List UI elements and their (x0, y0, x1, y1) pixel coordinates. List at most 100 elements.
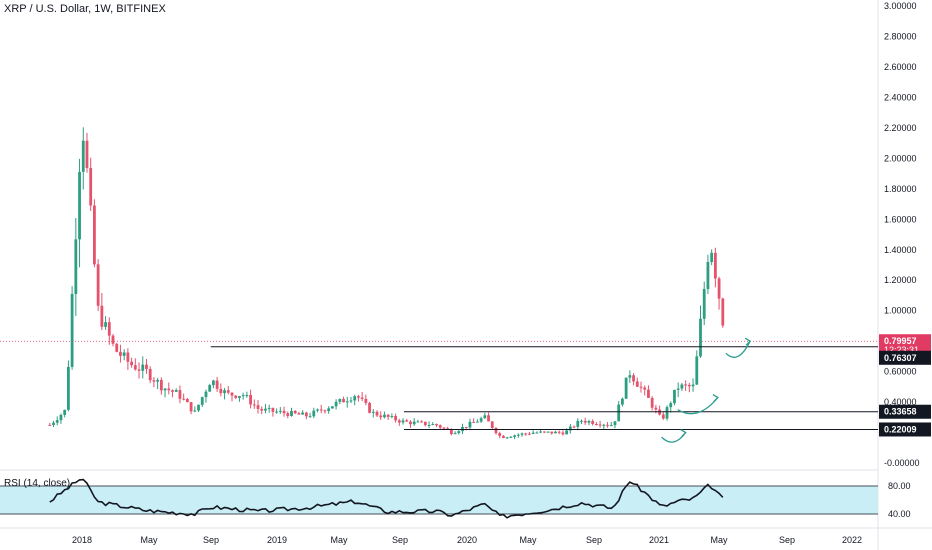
candle-body (643, 387, 647, 390)
candle-body (364, 398, 368, 403)
candle-body (431, 424, 435, 426)
candle-body (360, 397, 364, 399)
price-tick-label: 2.60000 (884, 62, 917, 72)
price-badge-value: 0.76307 (884, 353, 917, 363)
candle-body (713, 252, 717, 279)
candle-body (230, 392, 234, 396)
candle-body (212, 380, 215, 386)
candle-body (286, 413, 290, 416)
candle-body (654, 407, 658, 410)
candle-body (386, 414, 390, 417)
candle-body (416, 421, 420, 423)
candle-body (252, 404, 256, 406)
candle-body (130, 361, 134, 366)
candle-body (535, 432, 539, 434)
candle-body (457, 431, 461, 434)
time-tick-label: Sep (586, 535, 602, 545)
price-tick-label: -0.00000 (884, 458, 920, 468)
candle-body (475, 421, 479, 423)
candle-body (665, 407, 669, 419)
candle-body (297, 413, 301, 415)
candle-body (494, 427, 498, 434)
candle-body (509, 436, 513, 438)
candle-body (550, 431, 554, 434)
candle-body (275, 411, 279, 413)
candle-body (379, 415, 383, 418)
candle-body (587, 421, 591, 423)
candle-body (699, 318, 702, 357)
annotation-arrow (725, 340, 751, 358)
candle-body (368, 402, 371, 413)
candle-body (498, 433, 502, 436)
candle-body (308, 416, 312, 418)
candle-body (93, 205, 96, 265)
candle-body (427, 424, 431, 426)
candle-body (583, 420, 587, 423)
time-tick-label: Sep (392, 535, 408, 545)
candle-body (70, 293, 74, 367)
candle-body (234, 395, 238, 398)
candle-body (89, 168, 93, 206)
time-tick-label: Sep (779, 535, 795, 545)
candle-body (152, 380, 156, 382)
candle-body (245, 394, 249, 396)
candle-body (267, 407, 271, 409)
candle-body (145, 364, 148, 369)
price-tick-label: 2.80000 (884, 32, 917, 42)
candle-body (226, 390, 230, 393)
time-tick-label: May (710, 535, 728, 545)
candle-body (405, 420, 409, 422)
candle-body (200, 397, 204, 405)
candle-body (104, 322, 107, 327)
price-tick-label: 1.00000 (884, 306, 917, 316)
candle-body (561, 432, 565, 435)
candle-body (676, 388, 680, 390)
candle-body (193, 410, 197, 412)
candle-body (442, 427, 446, 429)
annotation-arrowhead (744, 337, 752, 346)
candle-body (554, 431, 557, 434)
candle-body (316, 409, 319, 411)
candle-body (96, 264, 100, 306)
candle-body (357, 396, 360, 398)
candle-body (293, 410, 297, 414)
price-tick-label: 2.40000 (884, 92, 917, 102)
candle-body (163, 388, 167, 391)
candle-body (66, 366, 70, 410)
candle-body (702, 289, 706, 319)
rsi-line (49, 478, 724, 519)
candle-body (52, 422, 55, 425)
candle-body (271, 407, 275, 412)
candle-body (178, 390, 182, 399)
candle-body (215, 380, 219, 389)
candle-body (304, 412, 308, 417)
candle-body (513, 435, 516, 437)
price-tick-label: 0.40000 (884, 397, 917, 407)
candle-body (63, 409, 67, 415)
candle-body (401, 420, 405, 423)
candle-body (706, 262, 710, 290)
candle-body (617, 404, 621, 422)
candle-body (572, 426, 576, 428)
candle-body (256, 405, 260, 409)
candle-body (516, 434, 520, 436)
time-tick-label: Sep (203, 535, 219, 545)
candle-body (100, 305, 104, 327)
annotation-arrowhead (712, 393, 719, 402)
candle-body (197, 404, 200, 411)
candle-body (81, 140, 85, 172)
rsi-tick-label: 40.00 (888, 509, 911, 519)
candle-body (264, 408, 267, 411)
candle-body (483, 415, 487, 419)
candle-body (602, 424, 606, 426)
candle-body (717, 278, 721, 299)
candle-body (565, 430, 569, 435)
candle-body (531, 432, 535, 434)
candle-body (594, 424, 598, 426)
price-badge (879, 422, 931, 437)
price-tick-label: 1.80000 (884, 184, 917, 194)
candle-body (282, 410, 286, 414)
candle-body (208, 385, 212, 392)
candle-body (472, 421, 476, 423)
